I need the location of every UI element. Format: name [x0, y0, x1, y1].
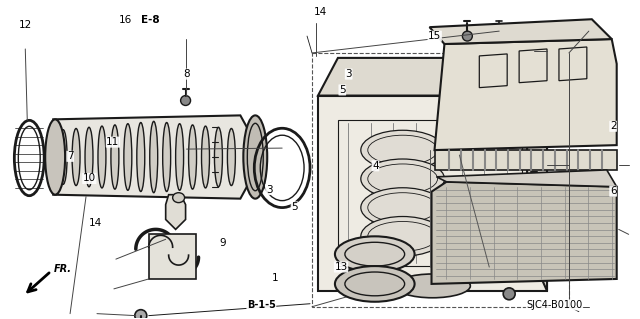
- Ellipse shape: [163, 122, 171, 191]
- Ellipse shape: [529, 193, 539, 203]
- Text: FR.: FR.: [54, 264, 72, 274]
- Ellipse shape: [335, 266, 415, 302]
- Ellipse shape: [214, 127, 223, 187]
- Ellipse shape: [98, 126, 106, 188]
- Text: 10: 10: [83, 174, 96, 183]
- Ellipse shape: [175, 124, 184, 190]
- Text: 9: 9: [220, 238, 227, 248]
- Ellipse shape: [243, 115, 268, 199]
- Ellipse shape: [361, 159, 444, 199]
- Ellipse shape: [529, 177, 539, 193]
- Text: 16: 16: [119, 15, 132, 26]
- Ellipse shape: [495, 72, 503, 80]
- Polygon shape: [335, 254, 415, 284]
- Ellipse shape: [189, 125, 196, 189]
- Ellipse shape: [111, 125, 119, 189]
- Polygon shape: [318, 96, 547, 291]
- Ellipse shape: [395, 274, 470, 298]
- Polygon shape: [53, 115, 263, 199]
- Polygon shape: [429, 19, 612, 44]
- Ellipse shape: [150, 121, 157, 193]
- Text: 4: 4: [372, 161, 379, 171]
- Ellipse shape: [135, 310, 147, 319]
- Ellipse shape: [124, 124, 132, 190]
- Text: 7: 7: [67, 151, 74, 161]
- Text: 3: 3: [266, 184, 273, 195]
- Text: 14: 14: [89, 218, 102, 228]
- Text: B-1-5: B-1-5: [247, 300, 276, 310]
- Ellipse shape: [495, 52, 503, 60]
- Text: 5: 5: [339, 85, 346, 95]
- Text: SJC4-B0100: SJC4-B0100: [526, 300, 582, 310]
- Ellipse shape: [72, 129, 80, 186]
- Text: 14: 14: [314, 7, 326, 18]
- Ellipse shape: [495, 27, 503, 35]
- Polygon shape: [435, 39, 617, 150]
- Text: 15: 15: [428, 31, 442, 41]
- Ellipse shape: [361, 188, 444, 227]
- Text: 2: 2: [610, 121, 616, 131]
- Polygon shape: [166, 195, 186, 229]
- Ellipse shape: [462, 31, 472, 41]
- Ellipse shape: [227, 129, 236, 186]
- Ellipse shape: [202, 126, 209, 188]
- Text: 11: 11: [106, 137, 120, 147]
- Text: 12: 12: [19, 20, 32, 30]
- Text: 3: 3: [346, 69, 352, 79]
- Polygon shape: [431, 182, 617, 284]
- Ellipse shape: [550, 246, 566, 262]
- Polygon shape: [148, 234, 196, 279]
- Ellipse shape: [483, 267, 496, 281]
- Ellipse shape: [59, 130, 67, 184]
- Polygon shape: [527, 58, 547, 291]
- Ellipse shape: [45, 119, 65, 195]
- Polygon shape: [435, 150, 617, 170]
- Ellipse shape: [361, 217, 444, 256]
- Text: E-8: E-8: [141, 15, 159, 26]
- Text: 8: 8: [183, 69, 189, 79]
- Polygon shape: [318, 58, 547, 96]
- Ellipse shape: [529, 204, 539, 219]
- Text: 1: 1: [272, 273, 278, 283]
- Ellipse shape: [85, 127, 93, 187]
- Text: 6: 6: [610, 186, 616, 196]
- Text: 13: 13: [335, 262, 348, 272]
- Polygon shape: [436, 170, 617, 187]
- Ellipse shape: [503, 288, 515, 300]
- Ellipse shape: [384, 263, 396, 275]
- Ellipse shape: [173, 193, 184, 203]
- Ellipse shape: [180, 96, 191, 106]
- Ellipse shape: [335, 236, 415, 272]
- Ellipse shape: [361, 130, 444, 170]
- Text: 5: 5: [291, 202, 298, 212]
- Ellipse shape: [137, 122, 145, 191]
